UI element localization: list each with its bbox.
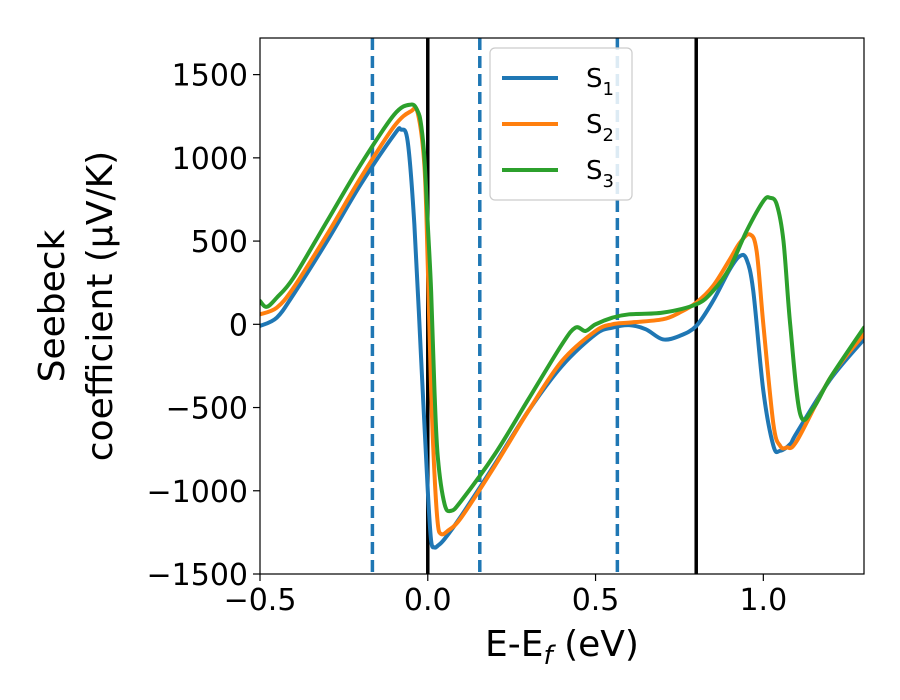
x-tick-label: 1.0	[739, 583, 787, 618]
legend-label-s1: S1	[586, 64, 614, 100]
x-tick-label: −0.5	[224, 583, 297, 618]
series-line-s2	[260, 105, 864, 537]
y-tick-label: 1500	[172, 59, 248, 94]
series-line-s1	[260, 126, 864, 550]
y-axis-label-line1: Seebeck	[32, 229, 73, 382]
series-line-s3	[260, 102, 864, 514]
y-axis-label-line2: coefficient (μV/K)	[80, 151, 121, 461]
y-tick-label: −1000	[147, 475, 248, 510]
y-tick-label: −1500	[147, 558, 248, 593]
axis-ticks: −0.5 0.0 0.5 1.0 −1500 −1000 −500 0 500 1000 1500	[147, 59, 788, 618]
y-tick-label: −500	[166, 392, 248, 427]
legend-label-s3: S3	[586, 156, 614, 192]
legend-label-s2: S2	[586, 110, 614, 146]
plot-area	[259, 37, 865, 575]
legend-box	[489, 47, 633, 201]
x-tick-label: 0.5	[572, 583, 620, 618]
plot-content	[260, 38, 864, 574]
y-tick-label: 0	[229, 308, 248, 343]
x-tick-label: 0.0	[404, 583, 452, 618]
plot-frame	[259, 37, 865, 575]
x-axis-label: E-Ef (eV)	[485, 624, 639, 671]
y-tick-label: 1000	[172, 142, 248, 177]
legend: S1 S2 S3	[489, 47, 633, 201]
y-tick-label: 500	[191, 225, 248, 260]
